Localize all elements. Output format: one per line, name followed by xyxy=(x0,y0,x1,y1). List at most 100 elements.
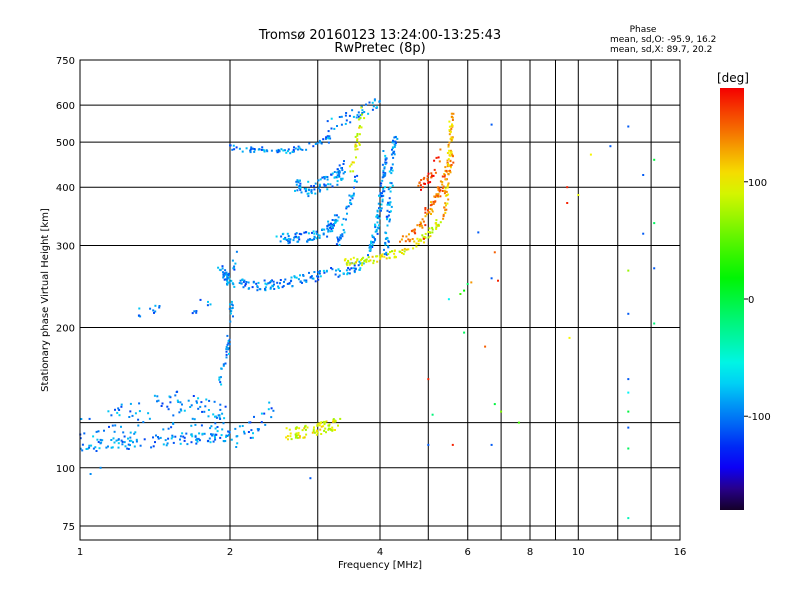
echo-point xyxy=(272,280,275,283)
echo-point xyxy=(264,423,267,426)
echo-point xyxy=(566,186,569,189)
echo-point xyxy=(346,264,349,267)
echo-point xyxy=(233,148,236,151)
echo-point xyxy=(315,429,318,432)
echo-point xyxy=(401,235,404,238)
echo-point xyxy=(361,257,363,260)
echo-point xyxy=(382,187,385,190)
echo-point xyxy=(227,347,230,350)
echo-point xyxy=(224,362,227,365)
echo-point xyxy=(241,425,244,427)
echo-point xyxy=(305,188,308,190)
echo-point xyxy=(243,430,245,433)
echo-point xyxy=(430,172,433,175)
echo-point xyxy=(447,164,450,167)
echo-point xyxy=(338,171,341,174)
echo-point xyxy=(327,130,330,133)
echo-point xyxy=(321,176,324,179)
echo-point xyxy=(212,413,215,416)
echo-point xyxy=(627,410,630,413)
echo-point xyxy=(447,144,450,146)
echo-point xyxy=(113,441,116,444)
echo-point xyxy=(443,206,446,209)
echo-point xyxy=(189,406,192,408)
echo-point xyxy=(470,281,473,284)
echo-point xyxy=(127,448,130,450)
echo-point xyxy=(566,202,569,204)
echo-point xyxy=(221,267,224,270)
echo-point xyxy=(426,179,429,182)
echo-point xyxy=(111,446,114,449)
echo-point xyxy=(359,262,362,265)
echo-point xyxy=(330,117,333,120)
echo-point xyxy=(219,436,222,439)
echo-point xyxy=(439,189,442,192)
echo-point xyxy=(132,441,134,444)
echo-point xyxy=(387,253,390,256)
echo-point xyxy=(179,435,182,438)
echo-point xyxy=(332,420,335,423)
echo-point xyxy=(234,262,237,265)
echo-point xyxy=(627,426,630,429)
echo-point xyxy=(264,282,267,285)
echo-point xyxy=(376,215,379,218)
echo-point xyxy=(263,412,266,415)
echo-point xyxy=(194,423,197,426)
echo-point xyxy=(196,437,199,440)
echo-point xyxy=(627,312,630,315)
echo-point xyxy=(96,438,99,441)
echo-point xyxy=(228,281,231,284)
echo-point xyxy=(110,414,113,417)
echo-point xyxy=(387,188,390,191)
echo-point xyxy=(114,408,116,411)
echo-point xyxy=(382,190,385,193)
phase-stats-o: mean, sd,O: -95.9, 16.2 xyxy=(610,35,716,45)
echo-point xyxy=(156,395,159,398)
echo-point xyxy=(376,226,379,229)
echo-point xyxy=(307,232,310,235)
echo-point xyxy=(329,226,332,229)
echo-point xyxy=(330,127,333,130)
echo-point xyxy=(172,422,175,425)
echo-point xyxy=(402,253,405,256)
echo-point xyxy=(207,409,210,411)
echo-point xyxy=(121,440,124,443)
echo-point xyxy=(393,249,396,252)
echo-point xyxy=(253,150,256,153)
echo-point xyxy=(120,439,123,442)
echo-point xyxy=(249,149,252,152)
echo-point xyxy=(298,179,301,182)
echo-point xyxy=(390,172,393,175)
echo-point xyxy=(449,131,452,134)
echo-point xyxy=(436,194,439,197)
echo-point xyxy=(387,214,390,217)
echo-point xyxy=(449,154,452,157)
echo-point xyxy=(249,436,252,439)
echo-point xyxy=(367,112,370,115)
echo-point xyxy=(568,336,571,339)
echo-point xyxy=(83,432,86,435)
echo-point xyxy=(331,172,334,175)
echo-point xyxy=(330,428,332,431)
echo-point xyxy=(379,256,382,258)
echo-point xyxy=(218,378,221,381)
echo-point xyxy=(318,424,321,427)
echo-point xyxy=(232,315,234,318)
echo-point xyxy=(357,118,360,121)
echo-point xyxy=(446,159,449,162)
echo-point xyxy=(253,148,256,150)
echo-point xyxy=(279,282,281,285)
echo-point xyxy=(345,112,348,114)
echo-point xyxy=(378,100,381,103)
echo-point xyxy=(323,271,326,274)
echo-point xyxy=(382,171,385,174)
echo-point xyxy=(384,243,387,246)
echo-point xyxy=(327,223,330,226)
echo-point xyxy=(373,99,376,102)
echo-point xyxy=(390,166,393,169)
echo-point xyxy=(419,184,422,187)
echo-point xyxy=(376,221,379,224)
echo-point xyxy=(294,233,297,236)
echo-point xyxy=(176,399,179,402)
echo-point xyxy=(417,242,420,245)
